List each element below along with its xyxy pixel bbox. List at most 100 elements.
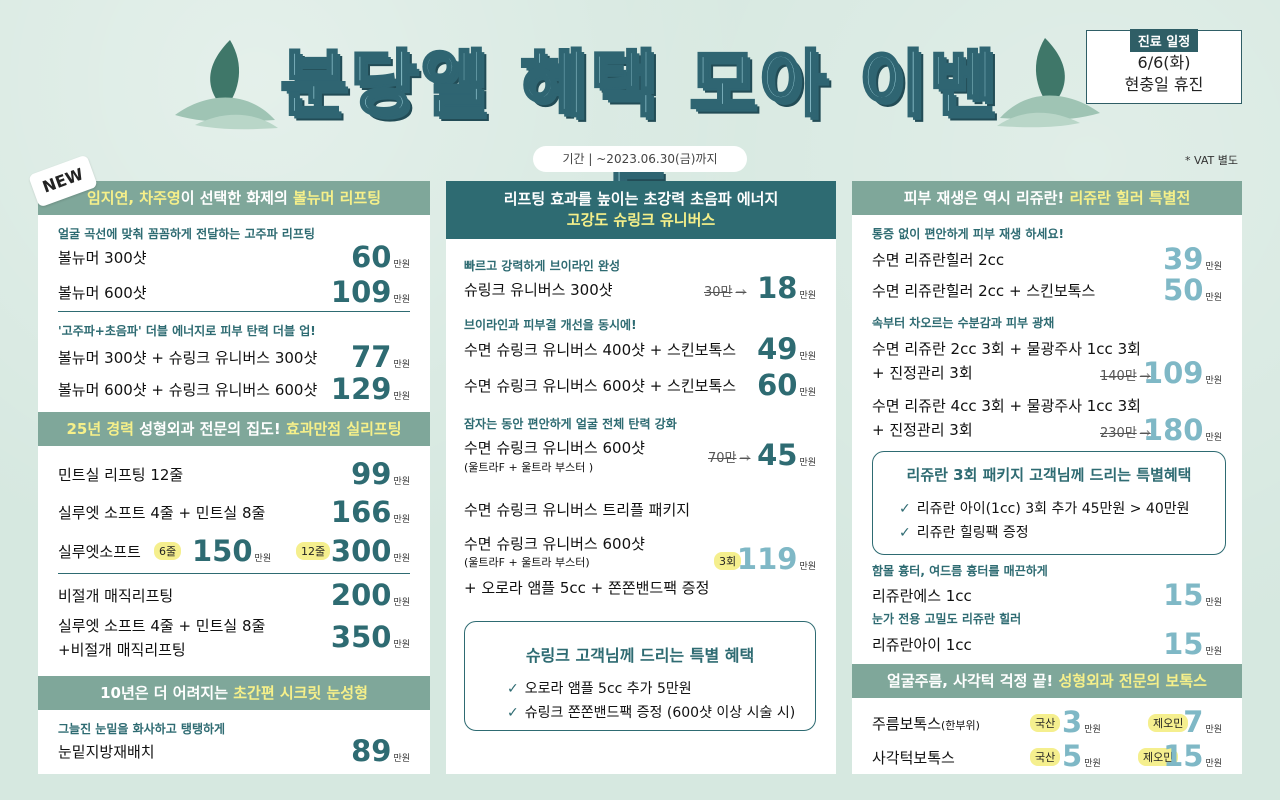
item-name: 주름보톡스(한부위) [872, 715, 980, 733]
item-price: 45 만원 [757, 438, 816, 472]
subtitle: 얼굴 곡선에 맞춰 꼼꼼하게 전달하는 고주파 리프팅 [58, 227, 315, 241]
header-text: 얼굴주름, 사각턱 걱정 끝! [887, 672, 1059, 690]
section-header-rejuran: 피부 재생은 역시 리쥬란! 리쥬란 힐러 특별전 [852, 181, 1242, 215]
original-price: 70만 → [708, 451, 751, 466]
section-header-eye: 10년은 더 어려지는 초간편 시크릿 눈성형 [38, 676, 430, 710]
item-name: + 진정관리 3회 [872, 364, 973, 382]
item-price: 3 만원 [1062, 705, 1101, 739]
event-period: 기간 | ~2023.06.30(금)까지 [533, 146, 747, 172]
original-price: 230만 → [1100, 426, 1151, 441]
header-highlight: 25년 경력 [66, 420, 140, 438]
item-name: 눈밑지방재배치 [58, 743, 155, 761]
column-shrink: 리프팅 효과를 높이는 초강력 초음파 에너지 고강도 슈링크 유니버스 빠르고… [446, 181, 836, 774]
item-price: 350 만원 [330, 620, 410, 654]
schedule-date: 6/6(화) [1137, 53, 1191, 72]
header-text: 리프팅 효과를 높이는 초강력 초음파 에너지 [503, 190, 779, 208]
item-name: +비절개 매직리프팅 [58, 641, 186, 659]
brand-tag: 제오민 [1138, 748, 1179, 766]
item-price: 15 만원 [1163, 627, 1222, 661]
item-price: 180 만원 [1142, 413, 1222, 447]
check-icon: ✓ [507, 705, 519, 721]
item-name: 수면 리쥬란 2cc 3회 + 물광주사 1cc 3회 [872, 340, 1141, 358]
item-price: 129 만원 [330, 372, 410, 406]
item-name: 수면 리쥬란힐러 2cc [872, 251, 1005, 269]
item-name: 볼뉴머 300샷 + 슈링크 유니버스 300샷 [58, 349, 318, 367]
divider [58, 573, 410, 574]
divider [58, 311, 410, 312]
benefit-line: ✓ 리쥬란 힐링팩 증정 [899, 525, 1029, 541]
section-header-thread-lifting: 25년 경력 성형외과 전문의 집도! 효과만점 실리프팅 [38, 412, 430, 446]
item-name: 수면 리쥬란힐러 2cc + 스킨보톡스 [872, 282, 1096, 300]
header-highlight: 초간편 시크릿 눈성형 [233, 684, 368, 702]
item-price: 5 만원 [1062, 739, 1101, 773]
header-highlight: 고강도 슈링크 유니버스 [566, 211, 716, 229]
benefit-line: ✓ 리쥬란 아이(1cc) 3회 추가 45만원 > 40만원 [899, 501, 1190, 517]
header-highlight: 성형외과 전문의 보톡스 [1058, 672, 1207, 690]
brand-tag: 제오민 [1148, 714, 1189, 732]
leaf-right-decoration-icon [997, 38, 1100, 128]
header-highlight: 임지연, 차주영 [86, 189, 181, 207]
section-header-shrink: 리프팅 효과를 높이는 초강력 초음파 에너지 고강도 슈링크 유니버스 [446, 181, 836, 239]
item-name: 사각턱보톡스 [872, 749, 955, 767]
item-extra: + 오로라 앰플 5cc + 쫀쫀밴드팩 증정 [464, 579, 710, 597]
item-price: 109 만원 [330, 275, 410, 309]
header-text: 피부 재생은 역시 리쥬란! [903, 189, 1070, 207]
item-price: 77 만원 [351, 340, 410, 374]
item-price: 109 만원 [1142, 356, 1222, 390]
leaf-left-decoration-icon [175, 40, 278, 130]
item-note: (울트라F + 울트라 부스터 ) [464, 461, 594, 474]
header-highlight: 리쥬란 힐러 특별전 [1069, 189, 1191, 207]
shrink-benefit-box: 슈링크 고객님께 드리는 특별 혜택 ✓ 오로라 앰플 5cc 추가 5만원 ✓ 슈… [464, 621, 816, 731]
benefit-title: 리쥬란 3회 패키지 고객님께 드리는 특별혜택 [906, 466, 1192, 484]
item-price: 200 만원 [330, 578, 410, 612]
count-tag: 6줄 [154, 542, 182, 560]
subtitle: 그늘진 눈밑을 화사하고 탱탱하게 [58, 722, 226, 736]
item-price: 166 만원 [330, 495, 410, 529]
item-price: 50 만원 [1163, 273, 1222, 307]
item-name: 리쥬란에스 1cc [872, 587, 972, 605]
item-price: 15 만원 [1163, 578, 1222, 612]
item-price: 49 만원 [757, 332, 816, 366]
item-name: 민트실 리프팅 12줄 [58, 466, 184, 484]
section-header-volnewmer: 임지연, 차주영이 선택한 화제의 볼뉴머 리프팅 [38, 181, 430, 215]
item-price: 18 만원 [757, 271, 816, 305]
subtitle: 잠자는 동안 편안하게 얼굴 전체 탄력 강화 [464, 417, 677, 431]
check-icon: ✓ [899, 501, 911, 517]
item-name: 볼뉴머 600샷 [58, 284, 147, 302]
item-name: 슈링크 유니버스 300샷 [464, 281, 613, 299]
item-name: 수면 슈링크 유니버스 600샷 [464, 439, 645, 457]
item-price: 119 만원 [736, 542, 816, 576]
subtitle: 통증 없이 편안하게 피부 재생 하세요! [872, 227, 1064, 241]
check-icon: ✓ [899, 525, 911, 541]
item-price: 39 만원 [1163, 242, 1222, 276]
item-name: 비절개 매직리프팅 [58, 587, 174, 605]
header-highlight: 효과만점 실리프팅 [285, 420, 402, 438]
brand-tag: 국산 [1030, 714, 1061, 732]
count-tag: 12줄 [296, 542, 331, 560]
item-name: 볼뉴머 600샷 + 슈링크 유니버스 600샷 [58, 381, 318, 399]
column-rejuran: 피부 재생은 역시 리쥬란! 리쥬란 힐러 특별전 통증 없이 편안하게 피부 … [852, 181, 1242, 774]
item-price: 89 만원 [351, 734, 410, 768]
original-price: 140만 → [1100, 369, 1151, 384]
subtitle: 함몰 흉터, 여드름 흉터를 매끈하게 [872, 564, 1048, 578]
schedule-box: 진료 일정 6/6(화) 현충일 휴진 [1086, 29, 1242, 104]
header-text: 이 선택한 화제의 [180, 189, 293, 207]
item-name: 수면 슈링크 유니버스 600샷 + 스킨보톡스 [464, 377, 737, 395]
item-price: 99 만원 [351, 457, 410, 491]
item-name: 수면 슈링크 유니버스 트리플 패키지 [464, 501, 691, 519]
item-price: 150 만원 [192, 534, 272, 568]
count-tag: 3회 [714, 552, 742, 570]
brand-tag: 국산 [1030, 748, 1061, 766]
item-name: 리쥬란아이 1cc [872, 636, 972, 654]
subtitle: 속부터 차오르는 수분감과 피부 광채 [872, 316, 1055, 330]
column-volnewmer-thread: 임지연, 차주영이 선택한 화제의 볼뉴머 리프팅 얼굴 곡선에 맞춰 꼼꼼하게… [38, 181, 430, 774]
schedule-header: 진료 일정 [1129, 29, 1199, 52]
original-price: 30만 → [704, 285, 747, 300]
benefit-title: 슈링크 고객님께 드리는 특별 혜택 [525, 646, 755, 665]
schedule-note: 현충일 휴진 [1124, 75, 1204, 94]
item-price: 7 만원 [1183, 705, 1222, 739]
item-name: 수면 리쥬란 4cc 3회 + 물광주사 1cc 3회 [872, 397, 1141, 415]
benefit-line: ✓ 오로라 앰플 5cc 추가 5만원 [507, 681, 692, 697]
subtitle: 브이라인과 피부결 개선을 동시에! [464, 318, 637, 332]
header-text: 성형외과 전문의 집도! [139, 420, 286, 438]
